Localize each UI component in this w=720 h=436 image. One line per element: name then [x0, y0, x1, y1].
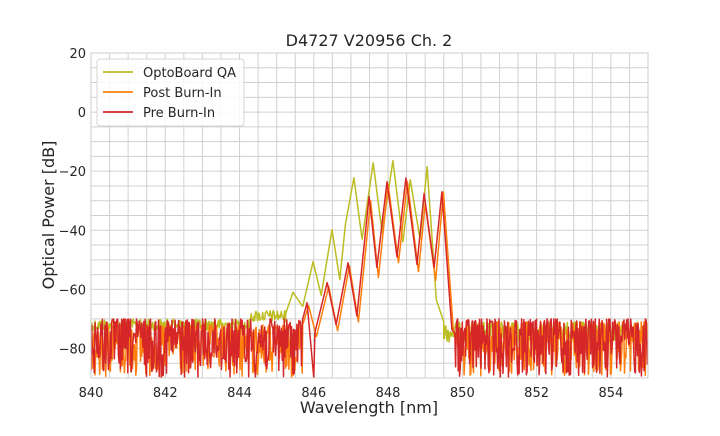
x-tick-label: 848 [376, 386, 401, 401]
x-tick-label: 854 [598, 386, 623, 401]
x-tick-label: 850 [450, 386, 475, 401]
y-tick-label: −60 [59, 283, 86, 298]
series-line-pre-burn-in [91, 177, 648, 378]
series-lines [91, 160, 648, 378]
x-axis-ticks: 840 842 844 846 848 850 852 854 [79, 386, 624, 401]
legend: OptoBoard QA Post Burn-In Pre Burn-In [96, 58, 245, 127]
x-tick-label: 844 [227, 386, 252, 401]
y-tick-label: −20 [59, 165, 86, 180]
x-tick-label: 852 [524, 386, 549, 401]
y-axis-label: Optical Power [dB] [39, 141, 58, 290]
legend-label: OptoBoard QA [143, 66, 236, 81]
chart-title: D4727 V20956 Ch. 2 [286, 31, 453, 50]
plot-frame [90, 52, 649, 379]
y-tick-label: 20 [69, 47, 86, 62]
legend-label: Post Burn-In [143, 86, 222, 101]
y-tick-label: −40 [59, 224, 86, 239]
legend-label: Pre Burn-In [143, 106, 215, 121]
y-tick-label: −80 [59, 342, 86, 357]
x-tick-label: 840 [79, 386, 104, 401]
x-axis-label: Wavelength [nm] [300, 398, 438, 417]
x-tick-label: 842 [153, 386, 178, 401]
y-axis-ticks: −80 −60 −40 −20 0 20 [59, 47, 86, 357]
y-tick-label: 0 [78, 106, 86, 121]
x-tick-label: 846 [301, 386, 326, 401]
legend-box [96, 58, 245, 127]
